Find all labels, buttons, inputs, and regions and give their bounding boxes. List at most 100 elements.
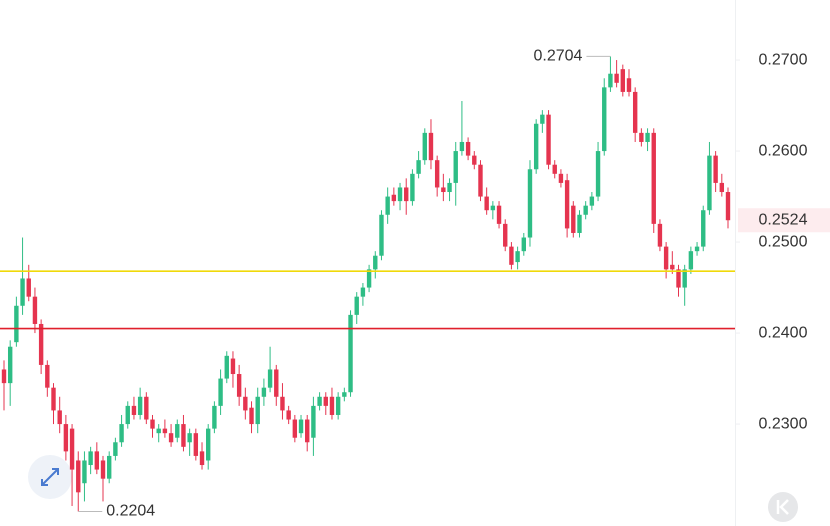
candle-body bbox=[379, 214, 384, 256]
candle-body bbox=[175, 424, 180, 438]
candle-body bbox=[261, 387, 267, 397]
candle-body bbox=[533, 123, 539, 170]
plot bbox=[1, 56, 731, 512]
candle-body bbox=[564, 180, 570, 229]
candle-body bbox=[465, 141, 471, 156]
candle-body bbox=[595, 151, 601, 197]
candle-body bbox=[639, 132, 644, 142]
candle-body bbox=[657, 223, 663, 247]
candle-body bbox=[577, 214, 582, 233]
y-tick-label: 0.2400 bbox=[759, 324, 808, 341]
last-price-label: 0.2524 bbox=[759, 211, 808, 228]
candle-body bbox=[218, 378, 223, 406]
candle-body bbox=[206, 428, 211, 461]
expand-icon[interactable] bbox=[41, 468, 59, 486]
candle-body bbox=[156, 428, 161, 434]
candle-body bbox=[249, 407, 254, 425]
candle-body bbox=[162, 428, 168, 434]
candle-body bbox=[484, 196, 489, 211]
candle-body bbox=[26, 278, 31, 297]
candle-body bbox=[144, 396, 149, 420]
candle-body bbox=[45, 364, 50, 388]
candle-body bbox=[397, 187, 403, 202]
candle-body bbox=[32, 296, 38, 324]
candle-body bbox=[335, 396, 341, 415]
candle-body bbox=[187, 433, 192, 443]
expand-button[interactable] bbox=[28, 455, 72, 499]
candle-body bbox=[663, 246, 669, 270]
candle-body bbox=[51, 387, 56, 411]
candle-body bbox=[422, 132, 427, 161]
candle-body bbox=[168, 433, 174, 443]
candle-body bbox=[76, 460, 81, 493]
candle-body bbox=[503, 223, 508, 247]
candle-body bbox=[472, 155, 477, 165]
candle-body bbox=[348, 314, 353, 393]
candle-body bbox=[670, 264, 675, 270]
candle-body bbox=[441, 187, 446, 193]
candle-body bbox=[626, 78, 632, 92]
candle-body bbox=[509, 246, 514, 265]
scroll-end-button[interactable] bbox=[768, 492, 798, 522]
candle-body bbox=[620, 69, 626, 92]
candle-body bbox=[181, 424, 186, 447]
candle-body bbox=[311, 405, 316, 438]
candle-body bbox=[298, 419, 304, 434]
candle-body bbox=[416, 160, 421, 174]
candle-body bbox=[385, 196, 390, 215]
candle-body bbox=[7, 346, 13, 384]
candle-body bbox=[688, 251, 694, 270]
candle-body bbox=[410, 173, 415, 202]
candle-body bbox=[366, 269, 372, 288]
candle-body bbox=[193, 433, 199, 456]
candle-body bbox=[725, 192, 731, 221]
candle-body bbox=[100, 460, 106, 479]
candle-body bbox=[558, 173, 564, 183]
candle-body bbox=[125, 405, 130, 425]
candle-body bbox=[230, 358, 236, 375]
candle-body bbox=[20, 278, 25, 306]
candle-body bbox=[540, 114, 545, 124]
candle-body bbox=[608, 73, 613, 88]
candle-body bbox=[150, 419, 155, 429]
candle-body bbox=[267, 369, 273, 388]
candle-body bbox=[552, 164, 557, 174]
candle-body bbox=[38, 323, 44, 365]
y-tick-label: 0.2700 bbox=[759, 51, 808, 68]
candle-body bbox=[119, 424, 124, 443]
candle-body bbox=[645, 132, 650, 142]
candle-body bbox=[236, 374, 242, 397]
candle-body bbox=[583, 205, 588, 215]
candle-body bbox=[131, 405, 137, 415]
candle-body bbox=[719, 182, 725, 193]
candle-body bbox=[515, 251, 520, 263]
candle-body bbox=[199, 451, 205, 466]
scroll-icon[interactable] bbox=[776, 499, 789, 515]
candle-body bbox=[602, 87, 607, 152]
candle-body bbox=[701, 210, 706, 247]
candle-body bbox=[651, 132, 656, 224]
candle-body bbox=[286, 410, 291, 420]
candle-body bbox=[521, 237, 526, 252]
candle-body bbox=[274, 369, 279, 397]
candle-body bbox=[694, 246, 700, 252]
candle-body bbox=[94, 451, 100, 470]
candle-body bbox=[527, 169, 533, 238]
candle-body bbox=[106, 455, 112, 479]
candle-body bbox=[69, 428, 75, 470]
candle-body bbox=[82, 460, 87, 484]
y-tick-label: 0.2500 bbox=[759, 233, 808, 250]
last-price-badge bbox=[738, 208, 830, 233]
candle-body bbox=[546, 114, 551, 165]
candle-body bbox=[354, 296, 359, 315]
candle-body bbox=[447, 182, 452, 193]
candle-body bbox=[14, 305, 19, 343]
scroll-circle[interactable] bbox=[768, 492, 798, 522]
candle-body bbox=[713, 155, 718, 183]
candle-body bbox=[292, 419, 298, 438]
candle-body bbox=[224, 355, 229, 379]
candle-body bbox=[682, 269, 687, 288]
candle-body bbox=[113, 442, 118, 456]
